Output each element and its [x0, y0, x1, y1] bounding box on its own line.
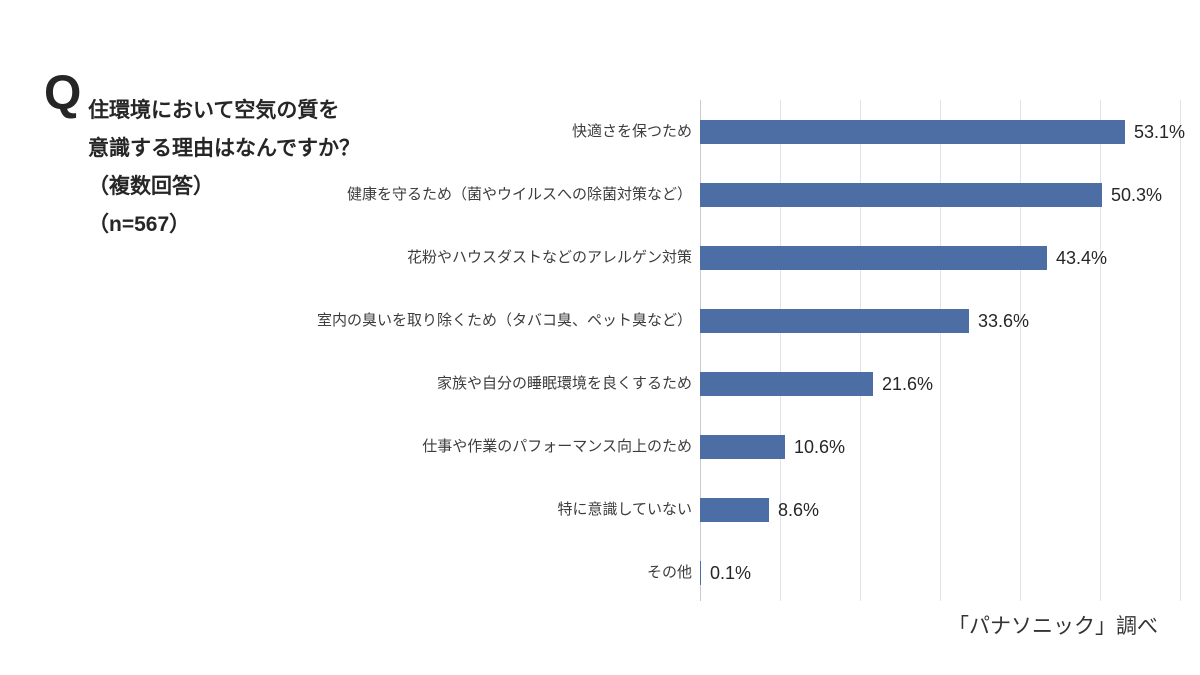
value-label: 10.6%: [794, 437, 846, 457]
value-label: 50.3%: [1111, 185, 1163, 205]
category-label: 特に意識していない: [557, 501, 692, 518]
bar: [700, 183, 1102, 207]
gridline-30-percent: [940, 100, 941, 601]
value-label: 21.6%: [882, 374, 934, 394]
question-line-2: 意識する理由はなんですか？: [88, 137, 360, 160]
y-axis-line: [700, 100, 701, 601]
category-label: 仕事や作業のパフォーマンス向上のため: [422, 438, 692, 455]
question-line-1: 住環境において空気の質を: [88, 99, 340, 122]
gridline-40-percent: [1020, 100, 1021, 601]
gridline-60-percent: [1180, 100, 1181, 601]
category-label: 快適さを保つため: [571, 123, 692, 140]
bar: [700, 498, 769, 522]
value-label: 33.6%: [978, 311, 1030, 331]
category-label: 健康を守るため（菌やウイルスへの除菌対策など）: [346, 186, 692, 203]
category-label: その他: [646, 564, 692, 581]
value-label: 0.1%: [710, 563, 752, 583]
bar: [700, 120, 1125, 144]
bar: [700, 309, 969, 333]
category-label: 花粉やハウスダストなどのアレルゲン対策: [406, 249, 692, 266]
bar: [700, 435, 785, 459]
question-note-multiple-answers: （複数回答）: [88, 175, 214, 198]
gridline-50-percent: [1100, 100, 1101, 601]
category-label: 家族や自分の睡眠環境を良くするため: [436, 375, 692, 392]
source-note: 「パナソニック」調べ: [948, 615, 1158, 638]
category-label: 室内の臭いを取り除くため（タバコ臭、ペット臭など）: [316, 312, 692, 329]
bar: [700, 246, 1047, 270]
gridline-10-percent: [780, 100, 781, 601]
bar: [700, 372, 873, 396]
gridline-20-percent: [860, 100, 861, 601]
question-block: 住環境において空気の質を 意識する理由はなんですか？ （複数回答） （n=567…: [88, 92, 548, 244]
question-mark-label: Q: [44, 67, 82, 120]
bar: [700, 561, 701, 585]
question-note-sample-size: （n=567）: [88, 213, 191, 236]
value-label: 53.1%: [1134, 122, 1186, 142]
value-label: 8.6%: [778, 500, 820, 520]
value-label: 43.4%: [1056, 248, 1108, 268]
